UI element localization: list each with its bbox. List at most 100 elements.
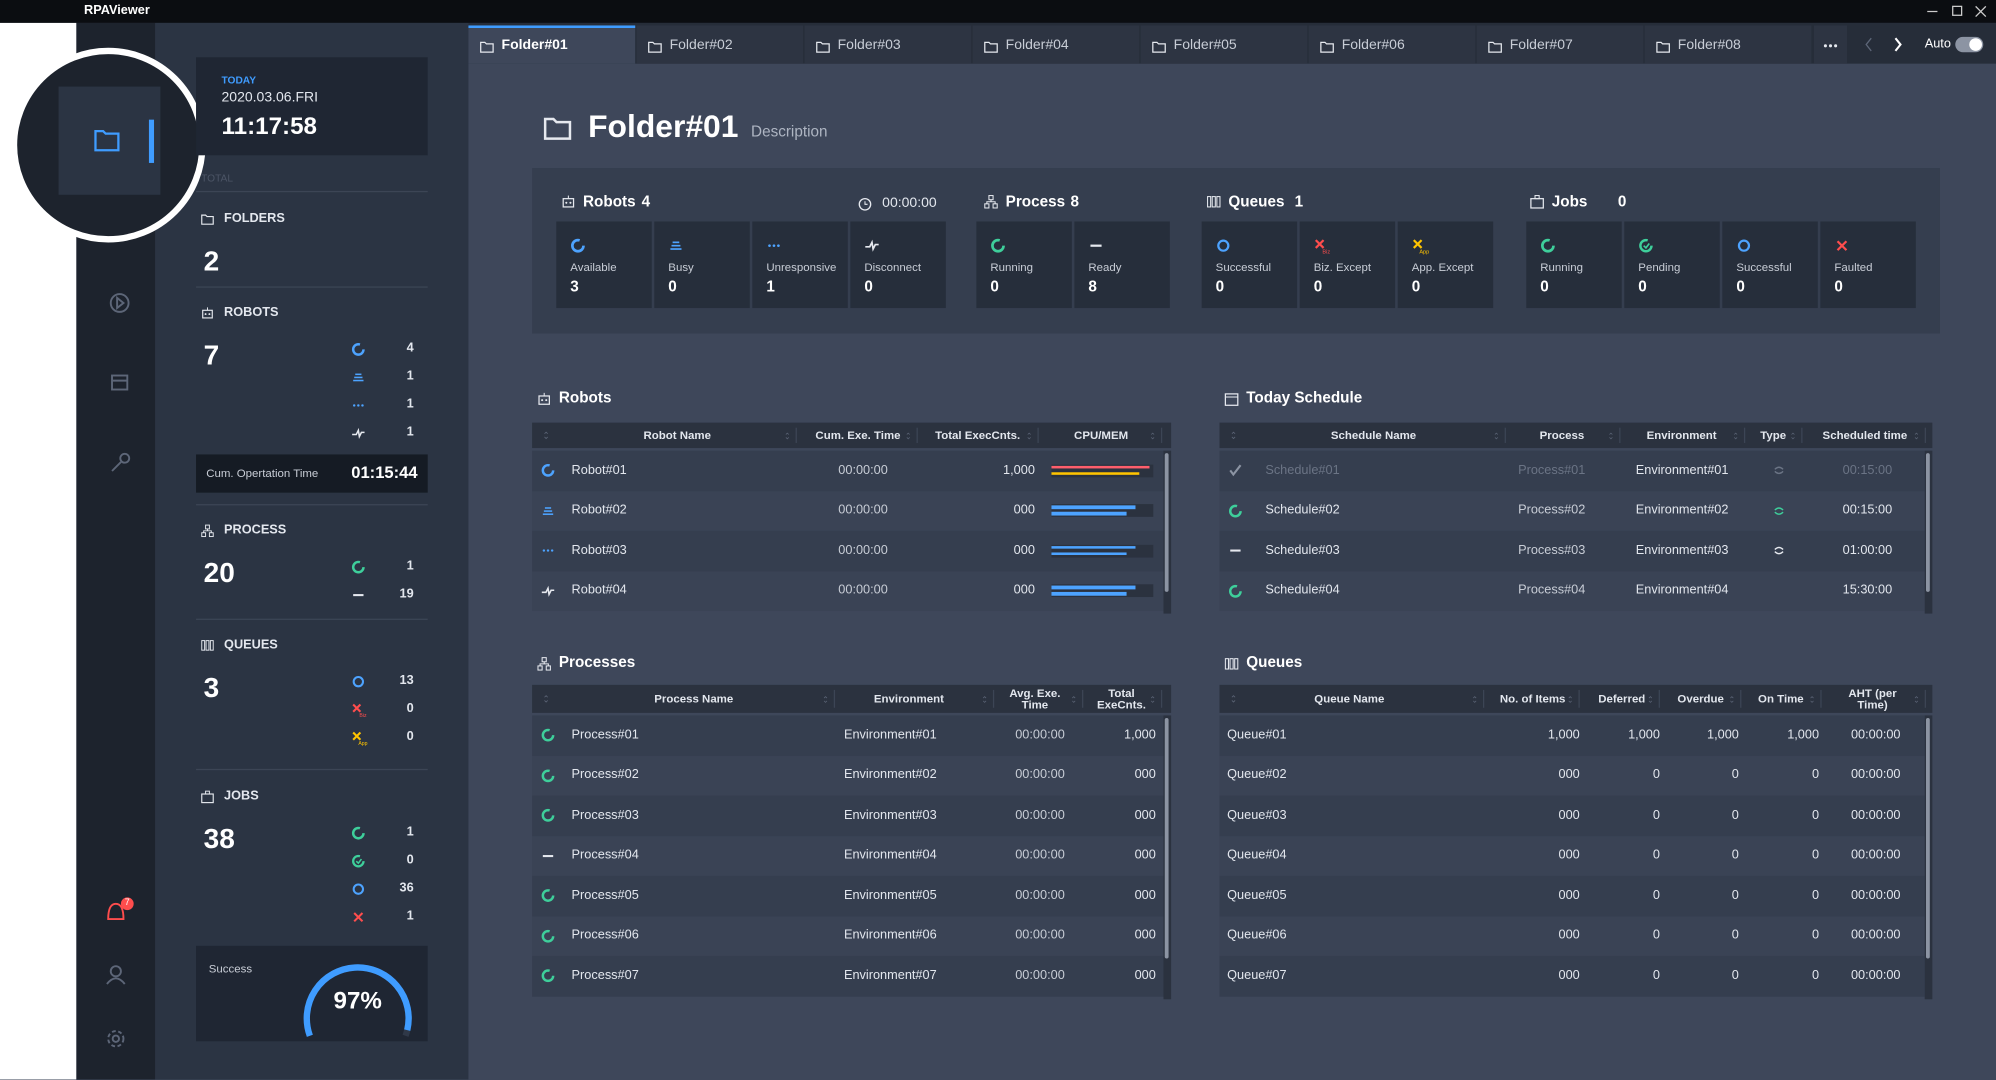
summary-time: 00:00:00 xyxy=(882,195,937,211)
breakdown-value: 1 xyxy=(406,909,414,924)
table-cell: 000 xyxy=(1013,583,1035,598)
window-title: RPAViewer xyxy=(84,3,150,18)
tab-next[interactable] xyxy=(1894,37,1902,52)
restore[interactable] xyxy=(1952,5,1963,16)
summary-count: 4 xyxy=(641,192,651,211)
nav-run[interactable] xyxy=(109,293,130,313)
sort-icon xyxy=(1494,431,1498,439)
table-cell: 0 xyxy=(1811,968,1820,983)
tab[interactable] xyxy=(1308,25,1476,64)
tab[interactable] xyxy=(1476,25,1644,64)
row-status-icon xyxy=(540,969,554,983)
status-label: Busy xyxy=(668,260,694,274)
table-cell: 0 xyxy=(1731,968,1739,983)
breakdown-value: 13 xyxy=(399,673,414,688)
icon-part xyxy=(1412,239,1423,249)
tab-label[interactable]: Folder#08 xyxy=(1677,37,1741,54)
column-divider xyxy=(992,689,995,708)
nav-schedule[interactable] xyxy=(111,374,129,391)
icon-part xyxy=(351,826,365,839)
status-icon xyxy=(865,239,879,252)
sort-icon xyxy=(1472,695,1476,703)
summary-count: 1 xyxy=(1294,192,1304,211)
section-icon xyxy=(536,656,551,670)
column-divider xyxy=(1160,689,1163,708)
icon-part xyxy=(857,197,871,211)
title-bar xyxy=(0,0,1996,23)
column-divider xyxy=(1504,427,1506,443)
tab-label[interactable]: Folder#06 xyxy=(1341,37,1405,54)
window-controls xyxy=(1927,5,1987,17)
icon-part xyxy=(352,403,355,407)
cum-time-box xyxy=(196,454,428,493)
mem-bar xyxy=(1051,592,1127,596)
summary-count: 8 xyxy=(1070,192,1080,211)
table-row xyxy=(532,955,1164,997)
icon-part: App xyxy=(1419,249,1429,255)
status-value: 8 xyxy=(1088,277,1097,296)
table-cell: 00:15:00 xyxy=(1842,463,1893,478)
tab[interactable] xyxy=(1140,25,1308,64)
row-status-icon xyxy=(541,549,553,553)
auto-label: Auto xyxy=(1924,37,1951,52)
close[interactable] xyxy=(1975,5,1987,17)
magnifier-active-bar xyxy=(148,119,155,163)
magnifier-active-item[interactable] xyxy=(58,86,161,195)
table-cell: Queue#01 xyxy=(1227,728,1287,743)
tab[interactable] xyxy=(636,25,804,64)
tab-label[interactable]: Folder#01 xyxy=(501,37,568,54)
icon-part xyxy=(777,244,780,248)
separator xyxy=(196,190,428,193)
icon-part xyxy=(351,731,361,740)
tab-label[interactable]: Folder#07 xyxy=(1509,37,1573,54)
tab-label[interactable]: Folder#02 xyxy=(669,37,733,54)
table-cell: 0 xyxy=(1652,848,1660,863)
icon-part xyxy=(1914,695,1918,703)
cpu-bar xyxy=(1051,545,1135,549)
tab[interactable] xyxy=(1644,25,1812,64)
tab[interactable] xyxy=(804,25,972,64)
table-cell: Process#01 xyxy=(571,728,639,743)
icon-part xyxy=(1733,431,1737,439)
table-row xyxy=(1219,570,1925,612)
tab-label[interactable]: Folder#04 xyxy=(1005,37,1069,54)
icon-part xyxy=(1233,657,1238,669)
tab[interactable] xyxy=(468,25,636,64)
tab-icon xyxy=(1487,41,1502,53)
icon-part xyxy=(1773,507,1783,515)
column-header: Total ExeCnts. xyxy=(1096,686,1146,711)
nav-settings[interactable] xyxy=(107,1030,125,1048)
row-status-icon xyxy=(540,769,554,782)
table-cell: 0 xyxy=(1811,808,1820,823)
table-row xyxy=(1219,715,1925,756)
tab-label[interactable]: Folder#03 xyxy=(837,37,901,54)
icon-part xyxy=(541,585,554,597)
table-cell: 000 xyxy=(1558,928,1580,943)
table-row xyxy=(1219,795,1925,836)
status-value: 0 xyxy=(990,277,999,296)
table-cell: 00:00:00 xyxy=(1850,728,1901,743)
nav-key[interactable] xyxy=(111,452,131,472)
column-header: Total ExecCnts. xyxy=(935,428,1021,442)
nav-bell[interactable] xyxy=(107,902,125,921)
column-header: Environment xyxy=(873,692,944,706)
table-cell: 00:15:00 xyxy=(1842,503,1893,518)
icon-part xyxy=(550,549,553,553)
icon-part xyxy=(546,549,549,553)
section-title: Today Schedule xyxy=(1246,388,1363,407)
magnifier-folder-icon xyxy=(94,129,120,152)
breakdown-value: 19 xyxy=(399,587,414,602)
status-card xyxy=(1526,221,1622,309)
column-header: Environment xyxy=(1646,428,1717,442)
table-cell: Process#04 xyxy=(571,848,639,863)
icon-part xyxy=(356,403,359,407)
tab-prev[interactable] xyxy=(1865,37,1872,52)
icon-part xyxy=(1228,464,1241,477)
tab-label[interactable]: Folder#05 xyxy=(1173,37,1237,54)
scroll-thumb xyxy=(1164,717,1169,959)
tab[interactable] xyxy=(972,25,1140,64)
status-card xyxy=(654,221,750,309)
nav-user[interactable] xyxy=(106,965,126,985)
tab-icon xyxy=(815,41,830,53)
column-divider xyxy=(1619,427,1621,443)
